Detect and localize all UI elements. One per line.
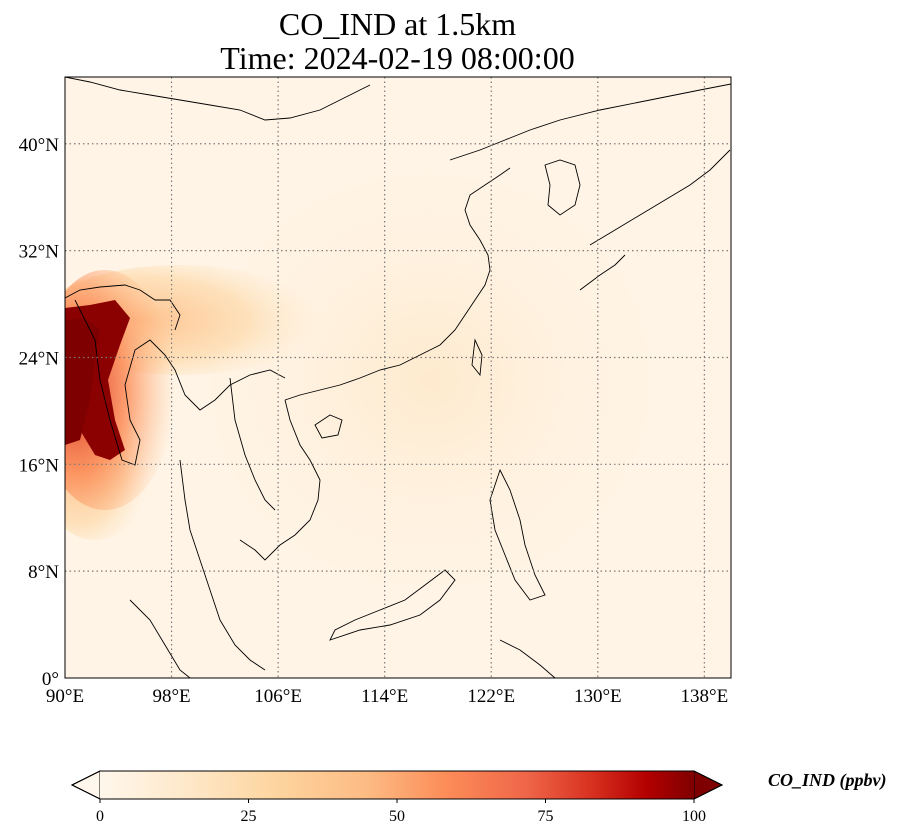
- x-axis-ticks: 90°E 98°E 106°E 114°E 122°E 130°E 138°E: [46, 686, 728, 707]
- taiwan-island: [471, 338, 483, 377]
- chart-title-line2: Time: 2024-02-19 08:00:00: [220, 40, 575, 76]
- gridlines: [65, 77, 731, 678]
- background-haze: [110, 80, 731, 678]
- colorbar-gradient: [100, 771, 694, 799]
- colorbar-tick-label: 0: [96, 808, 104, 825]
- x-tick-label: 98°E: [152, 686, 190, 707]
- colorbar-tick-label: 75: [538, 808, 554, 825]
- borneo-north-coast: [329, 569, 456, 641]
- y-tick-label: 40°N: [19, 135, 60, 156]
- myanmar-thai-border: [74, 299, 286, 466]
- concentration-field: [65, 77, 731, 678]
- colorbar-label: CO_IND (ppbv): [768, 770, 887, 791]
- x-tick-label: 114°E: [361, 686, 408, 707]
- japan-kyushu: [579, 254, 626, 291]
- northeast-asia-border: [449, 83, 731, 161]
- mongolia-border: [65, 77, 371, 121]
- laos-border: [229, 377, 276, 511]
- malay-peninsula: [179, 459, 266, 671]
- x-tick-label: 106°E: [254, 686, 302, 707]
- x-tick-label: 122°E: [467, 686, 515, 707]
- y-axis-ticks: 0° 8°N 16°N 24°N 32°N 40°N: [19, 135, 60, 690]
- chart-title-line1: CO_IND at 1.5km: [278, 6, 517, 42]
- colorbar-extend-high: [693, 770, 724, 800]
- y-tick-label: 0°: [42, 669, 59, 690]
- x-tick-label: 130°E: [574, 686, 622, 707]
- x-tick-label: 90°E: [46, 686, 84, 707]
- colorbar-ticks: 0 25 50 75 100: [96, 799, 706, 825]
- sumatra-coast: [129, 599, 191, 678]
- hainan-island: [314, 414, 343, 439]
- coastlines: [65, 77, 731, 678]
- sulawesi-coast: [499, 639, 556, 678]
- colorbar-extend-low: [70, 770, 101, 800]
- map-frame: [64, 76, 732, 679]
- hotspot-core-inner: [65, 318, 100, 445]
- x-tick-label: 138°E: [681, 686, 729, 707]
- colorbar-tick-label: 25: [241, 808, 257, 825]
- y-tick-label: 16°N: [19, 455, 60, 476]
- philippines: [489, 468, 546, 601]
- vietnam-coast: [239, 399, 321, 561]
- colorbar: 0 25 50 75 100 CO_IND (ppbv): [70, 770, 887, 825]
- y-tick-label: 32°N: [19, 242, 60, 263]
- colorbar-tick-label: 100: [682, 808, 706, 825]
- y-tick-label: 24°N: [19, 348, 60, 369]
- korea-peninsula: [544, 159, 581, 216]
- japan-honshu: [589, 149, 731, 246]
- colorbar-tick-label: 50: [389, 808, 405, 825]
- himalaya-border: [65, 284, 181, 331]
- y-tick-label: 8°N: [28, 562, 59, 583]
- china-coast: [284, 167, 511, 401]
